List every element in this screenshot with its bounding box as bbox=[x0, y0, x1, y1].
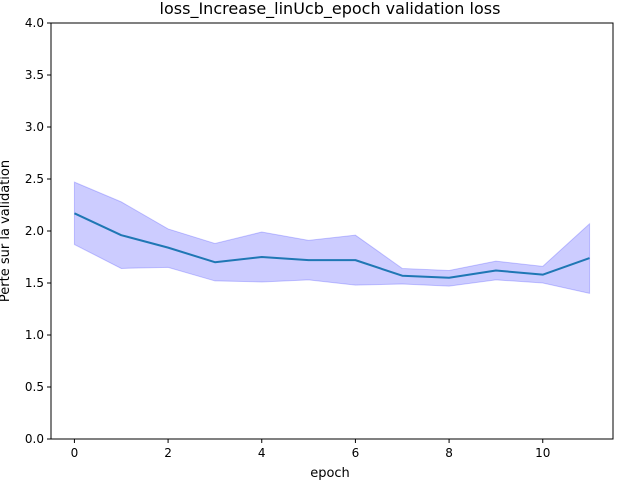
x-tick-label: 2 bbox=[164, 446, 172, 460]
x-axis: 0 2 4 6 8 10 bbox=[71, 439, 550, 460]
y-tick-label: 1.5 bbox=[25, 276, 44, 290]
data-point bbox=[120, 234, 122, 236]
series-line bbox=[73, 212, 590, 279]
data-point bbox=[354, 259, 356, 261]
data-point bbox=[542, 274, 544, 276]
x-tick-label: 8 bbox=[445, 446, 453, 460]
confidence-band bbox=[73, 181, 591, 295]
data-point bbox=[401, 275, 403, 277]
data-point bbox=[261, 256, 263, 258]
data-point bbox=[308, 259, 310, 261]
x-tick-label: 4 bbox=[258, 446, 266, 460]
x-tick-label: 6 bbox=[352, 446, 360, 460]
x-axis-label: epoch bbox=[310, 466, 350, 480]
chart-title: loss_Increase_linUcb_epoch validation lo… bbox=[160, 0, 501, 19]
y-axis-label: Perte sur la validation bbox=[0, 160, 13, 302]
data-point bbox=[589, 257, 591, 259]
data-point bbox=[495, 270, 497, 272]
y-tick-label: 2.0 bbox=[25, 224, 44, 238]
x-tick-label: 10 bbox=[535, 446, 550, 460]
data-point bbox=[167, 247, 169, 249]
x-tick-label: 0 bbox=[71, 446, 79, 460]
y-tick-label: 2.5 bbox=[25, 172, 44, 186]
data-point bbox=[448, 277, 450, 279]
y-axis: 0.0 0.5 1.0 1.5 2.0 2.5 3.0 3.5 4.0 bbox=[25, 16, 51, 446]
plot-area bbox=[73, 181, 591, 295]
y-tick-label: 0.0 bbox=[25, 432, 44, 446]
data-point bbox=[73, 212, 75, 214]
data-point bbox=[214, 261, 216, 263]
y-tick-label: 3.0 bbox=[25, 120, 44, 134]
y-tick-label: 3.5 bbox=[25, 68, 44, 82]
y-tick-label: 1.0 bbox=[25, 328, 44, 342]
y-tick-label: 0.5 bbox=[25, 380, 44, 394]
y-tick-label: 4.0 bbox=[25, 16, 44, 30]
